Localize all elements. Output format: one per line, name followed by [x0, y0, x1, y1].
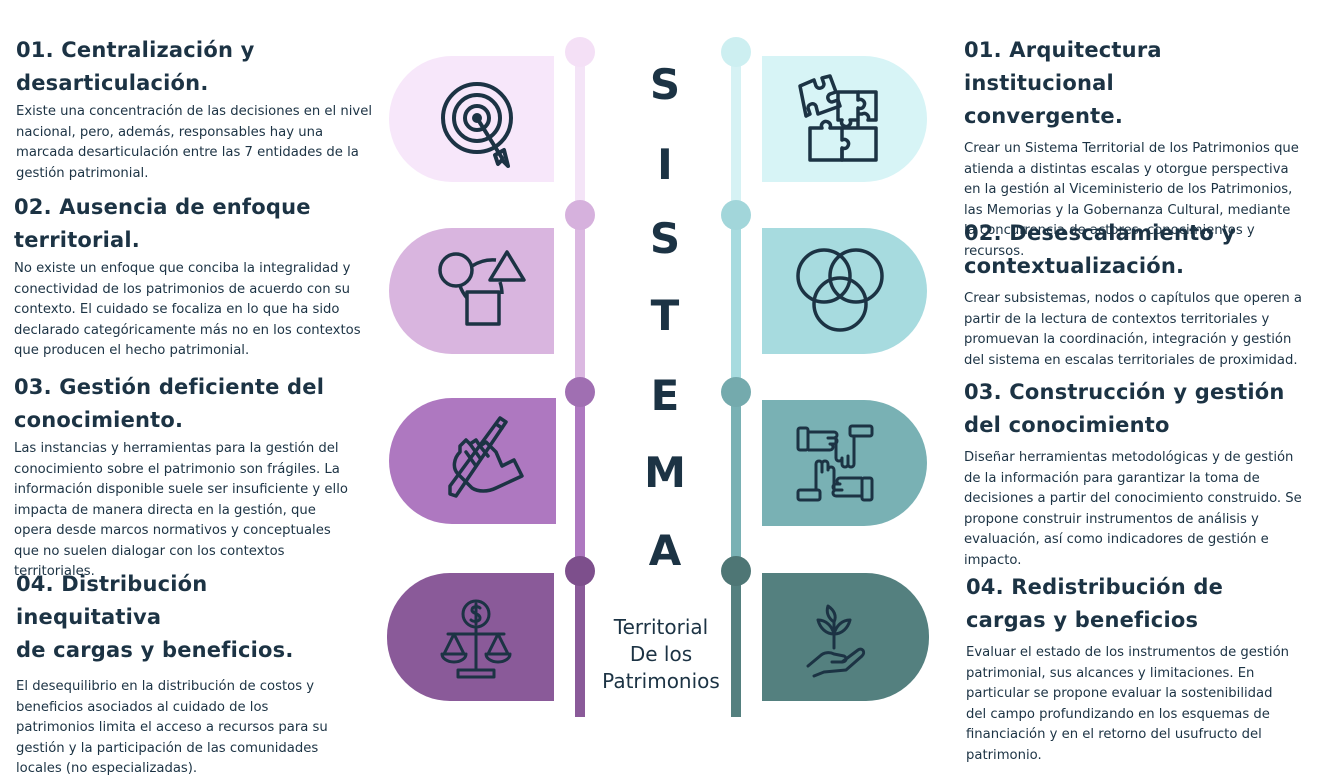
right-dot-2 — [721, 200, 751, 230]
right-pill-4 — [762, 573, 929, 701]
right-item-1-text: Crear un Sistema Territorial de los Patr… — [964, 141, 1299, 259]
left-item-3-title: 03. Gestión deficiente del conocimiento. — [14, 371, 354, 437]
left-bar-4 — [575, 571, 585, 717]
left-item-3-text: Las instancias y herramientas para la ge… — [14, 441, 348, 579]
subtitle-line: Patrimonios — [602, 669, 720, 693]
right-dot-3 — [721, 377, 751, 407]
sistema-letter: I — [657, 140, 673, 189]
right-item-4-title: 04. Redistribución de cargas y beneficio… — [966, 571, 1296, 637]
venn-circles-icon — [796, 248, 884, 332]
right-item-4: 04. Redistribución de cargas y beneficio… — [966, 571, 1296, 766]
sistema-letter: T — [650, 291, 680, 340]
right-item-2: 02. Desescalamiento y contextualización.… — [964, 217, 1304, 371]
right-bar-1 — [731, 52, 741, 215]
left-item-2-text: No existe un enfoque que conciba la inte… — [14, 261, 361, 358]
puzzle-icon — [798, 74, 878, 162]
left-item-3: 03. Gestión deficiente del conocimiento.… — [14, 371, 354, 583]
center-subtitle: Territorial De los Patrimonios — [592, 614, 730, 695]
left-item-1: 01. Centralización y desarticulación. Ex… — [16, 34, 376, 184]
sistema-letter: S — [649, 60, 681, 109]
subtitle-line: Territorial — [613, 615, 709, 639]
right-item-3-title: 03. Construcción y gestión del conocimie… — [964, 376, 1304, 442]
title-line: territorial. — [14, 228, 140, 252]
left-dot-2 — [565, 200, 595, 230]
sistema-letter: S — [649, 214, 681, 263]
left-dot-4 — [565, 556, 595, 586]
right-item-3: 03. Construcción y gestión del conocimie… — [964, 376, 1304, 571]
right-item-1: 01. Arquitectura institucional convergen… — [964, 34, 1304, 262]
title-line: 01. Arquitectura institucional — [964, 38, 1162, 95]
right-item-2-title: 02. Desescalamiento y contextualización. — [964, 217, 1304, 283]
subtitle-line: De los — [629, 642, 693, 666]
title-line: del conocimiento — [964, 413, 1170, 437]
left-bar-2 — [575, 215, 585, 392]
title-line: de cargas y beneficios. — [16, 638, 294, 662]
right-bar-4 — [731, 571, 741, 717]
left-dot-1 — [565, 37, 595, 67]
right-item-2-text: Crear subsistemas, nodos o capítulos que… — [964, 291, 1302, 368]
title-line: conocimiento. — [14, 408, 184, 432]
right-dot-1 — [721, 37, 751, 67]
left-item-4: 04. Distribución inequitativa de cargas … — [16, 568, 346, 780]
title-line: 03. Construcción y gestión — [964, 380, 1285, 404]
hand-plant-icon — [806, 604, 866, 678]
left-pill-4 — [387, 573, 554, 701]
title-line: 02. Ausencia de enfoque — [14, 195, 311, 219]
left-dot-3 — [565, 377, 595, 407]
left-item-1-title: 01. Centralización y desarticulación. — [16, 34, 376, 100]
left-item-2-title: 02. Ausencia de enfoque territorial. — [14, 191, 374, 257]
title-line: convergente. — [964, 104, 1123, 128]
right-item-3-text: Diseñar herramientas metodológicas y de … — [964, 450, 1302, 568]
left-item-2: 02. Ausencia de enfoque territorial. No … — [14, 191, 374, 362]
title-line: 02. Desescalamiento y — [964, 221, 1236, 245]
right-dot-4 — [721, 556, 751, 586]
left-bar-1 — [575, 52, 585, 215]
left-item-4-text: El desequilibrio en la distribución de c… — [16, 679, 328, 776]
left-bar-3 — [575, 392, 585, 571]
left-item-4-title: 04. Distribución inequitativa de cargas … — [16, 568, 346, 667]
joined-hands-icon — [796, 424, 874, 502]
title-line: 04. Distribución inequitativa — [16, 572, 208, 629]
hand-pencil-icon — [448, 416, 524, 498]
balance-scale-icon — [440, 599, 512, 679]
title-line: desarticulación. — [16, 71, 209, 95]
title-line: 04. Redistribución de — [966, 575, 1224, 599]
right-pill-3 — [762, 400, 927, 526]
right-bar-3 — [731, 392, 741, 571]
shapes-icon — [438, 250, 526, 326]
left-item-1-text: Existe una concentración de las decision… — [16, 104, 372, 181]
right-item-4-text: Evaluar el estado de los instrumentos de… — [966, 645, 1289, 763]
right-item-1-title: 01. Arquitectura institucional convergen… — [964, 34, 1304, 133]
title-line: contextualización. — [964, 254, 1185, 278]
sistema-letter: M — [644, 448, 686, 497]
title-line: 03. Gestión deficiente del — [14, 375, 325, 399]
title-line: cargas y beneficios — [966, 608, 1199, 632]
sistema-letter: A — [648, 526, 682, 575]
title-line: 01. Centralización y — [16, 38, 255, 62]
right-bar-2 — [731, 215, 741, 392]
sistema-letter: E — [650, 371, 680, 420]
left-pill-1 — [389, 56, 554, 182]
target-icon — [441, 82, 513, 168]
